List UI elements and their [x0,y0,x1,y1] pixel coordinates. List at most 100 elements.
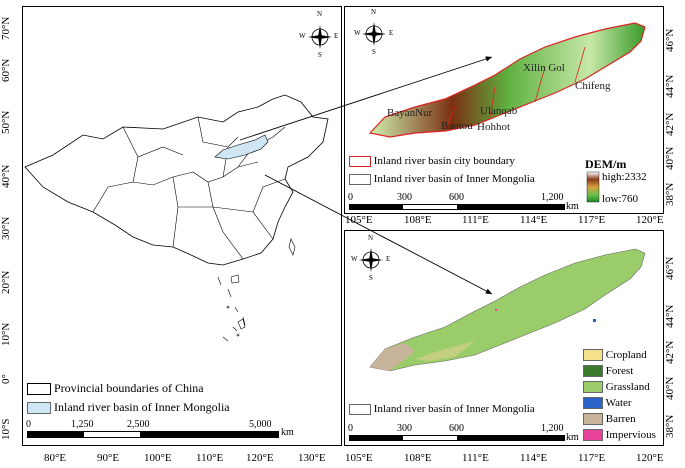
lc-lon-105: 105°E [345,452,373,464]
water-label: Water [605,397,632,409]
china-map-canvas [24,25,332,342]
lc-lat-40: 40°N [664,376,676,400]
compass-n: N [317,10,323,18]
lc-compass-s: S [369,274,373,282]
grassland-swatch [583,381,603,394]
basin-legend-swatch [27,402,51,415]
left-lat-10: 10°N [0,322,12,346]
dem-lat-40: 40°N [664,146,676,170]
lc-compass-w: W [351,255,358,263]
left-scale-3: 5,000 [249,419,272,430]
left-scale-unit: km [281,427,294,438]
lc-basin-swatch [349,403,371,415]
south-china-sea-islands [217,276,246,342]
lc-water-dot [593,319,596,322]
dem-colorbar [586,171,600,203]
left-scale-1: 1,250 [71,419,94,430]
provincial-legend-swatch [27,383,51,396]
dem-lat-42: 42°N [664,112,676,136]
left-lat-60: 60°N [0,58,12,82]
water-swatch [583,397,603,410]
dem-compass-n: N [371,8,377,16]
dem-compass-w: W [354,29,361,37]
left-lon-130: 130°E [298,452,326,464]
compass-rose-lc [359,248,383,272]
left-lat-20: 20°N [0,270,12,294]
landcover-map-panel: N S W E Cropland Forest Grassland Water … [344,230,664,446]
lc-cropland-patch [415,341,475,361]
dem-low: low:760 [602,193,639,205]
compass-rose-left [308,25,332,49]
dem-compass-s: S [372,48,376,56]
left-lon-80: 80°E [44,452,67,464]
cropland-swatch [583,349,603,362]
lc-scale-1: 300 [397,423,412,434]
lc-lat-44: 44°N [664,304,676,328]
city-bayannur: BayanNur [387,107,433,119]
lc-lon-120: 120°E [636,452,664,464]
city-ulanqab: Ulanqab [480,105,518,117]
lc-basin-label: Inland river basin of Inner Mongolia [373,403,535,415]
lc-lat-38: 38°N [664,414,676,438]
left-lon-100: 100°E [144,452,172,464]
impervious-swatch [583,429,603,442]
dem-map-panel: N S W E Xilin Gol Chifeng BayanNur Ulanq… [344,6,664,214]
dem-scale-1: 300 [397,192,412,203]
compass-e: E [334,32,339,40]
lc-scalebar [349,435,565,441]
left-lat-10s: 10°S [0,418,12,440]
left-lat-30: 30°N [0,216,12,240]
dem-legend: Inland river basin city boundary Inland … [349,155,535,185]
lc-lat-46: 46°N [664,256,676,280]
dem-compass-e: E [389,29,394,37]
grassland-label: Grassland [605,381,650,393]
city-chifeng: Chifeng [575,80,611,92]
lc-lat-42: 42°N [664,340,676,364]
left-lon-120: 120°E [246,452,274,464]
lc-lon-108: 108°E [404,452,432,464]
left-lat-70: 70°N [0,16,12,40]
city-baotou: Baotou [441,120,473,132]
lc-lon-117: 117°E [578,452,606,464]
lc-basin-legend: Inland river basin of Inner Mongolia [349,403,535,415]
dem-lon-120: 120°E [636,214,664,226]
left-legend: Provincial boundaries of China Inland ri… [27,381,230,415]
provincial-legend-label: Provincial boundaries of China [54,381,204,395]
lc-compass-e: E [386,255,391,263]
barren-label: Barren [605,413,636,425]
dem-basin-label: Inland river basin of Inner Mongolia [373,173,535,185]
lc-barren-patch [370,343,415,371]
dem-high: high:2332 [602,171,647,183]
dem-lat-46: 46°N [664,28,676,52]
dem-lon-105: 105°E [345,214,373,226]
left-scale-0: 0 [26,419,31,430]
left-lat-0: 0° [0,374,12,384]
lc-basin-shape [369,248,646,372]
forest-swatch [583,365,603,378]
compass-w: W [299,32,306,40]
lc-impervious-dot [495,309,497,311]
dem-lat-44: 44°N [664,74,676,98]
lc-scale-0: 0 [348,423,353,434]
dem-scale-2: 600 [449,192,464,203]
dem-lon-111: 111°E [462,214,489,226]
city-xilin-gol: Xilin Gol [523,62,565,74]
lc-lon-114: 114°E [520,452,548,464]
lc-lon-111: 111°E [462,452,489,464]
left-lat-50: 50°N [0,110,12,134]
dem-lon-117: 117°E [578,214,606,226]
left-lat-40: 40°N [0,164,12,188]
dem-lon-114: 114°E [520,214,548,226]
china-map-panel: N S W E Provincial boundaries of China I… [22,6,342,446]
dem-title: DEM/m [585,157,627,171]
lc-compass-n: N [368,234,374,242]
city-boundary-label: Inland river basin city boundary [373,155,515,167]
dem-scale-unit: km [566,201,579,212]
left-scalebar [27,431,279,438]
impervious-label: Impervious [605,429,656,441]
cropland-label: Cropland [605,349,647,361]
compass-s: S [318,51,322,59]
dem-lon-108: 108°E [404,214,432,226]
compass-rose-dem [362,22,386,46]
city-hohhot: Hohhot [477,121,510,133]
